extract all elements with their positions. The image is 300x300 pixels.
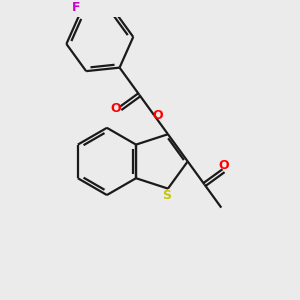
Text: O: O: [218, 159, 229, 172]
Text: O: O: [152, 109, 163, 122]
Text: O: O: [110, 102, 121, 115]
Text: F: F: [72, 1, 80, 14]
Text: S: S: [162, 189, 171, 202]
